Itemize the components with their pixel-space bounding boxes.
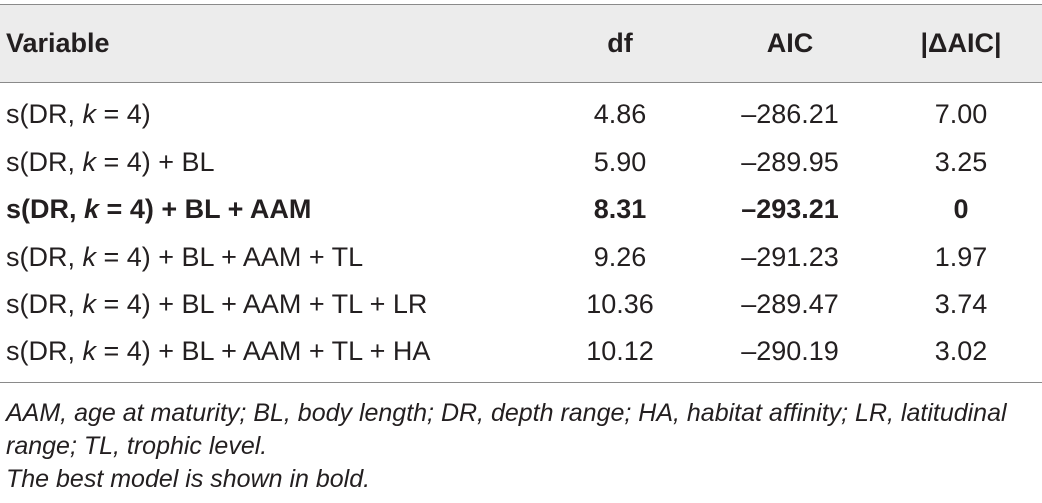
cell-variable: s(DR, k = 4) + BL + AAM <box>6 194 312 225</box>
cell-delta-aic: 3.02 <box>880 328 1042 383</box>
table-row: s(DR, k = 4) + BL + AAM + TL 9.26 –291.23 1… <box>0 234 1042 282</box>
abbreviations-note: AAM, age at maturity; BL, body length; D… <box>6 399 1007 460</box>
table-header: Variable df AIC |ΔAIC| <box>0 4 1042 83</box>
header-aic: AIC <box>700 4 880 83</box>
cell-variable: s(DR, k = 4) + BL + AAM + TL + LR <box>6 289 428 320</box>
cell-df: 4.86 <box>593 99 647 130</box>
cell-df: 9.26 <box>593 241 647 272</box>
best-model-note: The best model is shown in bold. <box>6 465 371 493</box>
cell-df: 5.90 <box>593 146 647 177</box>
model-comparison-table: Variable df AIC |ΔAIC| s(DR, k = 4) 4.86 –… <box>0 4 1042 383</box>
cell-aic: –293.21 <box>741 194 839 225</box>
cell-variable: s(DR, k = 4) + BL + AAM + TL <box>6 241 364 272</box>
header-variable: Variable <box>0 4 540 83</box>
cell-df: 10.12 <box>540 328 700 383</box>
cell-variable: s(DR, k = 4) + BL + AAM + TL + HA <box>0 328 540 383</box>
cell-delta-aic: 1.97 <box>934 241 988 272</box>
table-row: s(DR, k = 4) 4.86 –286.21 7.00 <box>0 83 1042 139</box>
table-row: s(DR, k = 4) + BL 5.90 –289.95 3.25 <box>0 139 1042 187</box>
header-row: Variable df AIC |ΔAIC| <box>0 4 1042 83</box>
table-footnote: AAM, age at maturity; BL, body length; D… <box>6 397 1036 496</box>
cell-delta-aic: 3.25 <box>934 146 988 177</box>
cell-aic: –286.21 <box>741 99 839 130</box>
table-row: s(DR, k = 4) + BL + AAM + TL + LR 10.36 –2… <box>0 281 1042 329</box>
table-row-best-model: s(DR, k = 4) + BL + AAM 8.31 –293.21 0 <box>0 186 1042 234</box>
cell-aic: –289.47 <box>741 289 839 320</box>
cell-df: 10.36 <box>586 289 654 320</box>
cell-variable: s(DR, k = 4) <box>6 99 151 130</box>
cell-delta-aic: 3.74 <box>934 289 988 320</box>
cell-df: 8.31 <box>593 194 647 225</box>
table-row: s(DR, k = 4) + BL + AAM + TL + HA 10.12 –2… <box>0 328 1042 383</box>
cell-aic: –291.23 <box>741 241 839 272</box>
cell-delta-aic: 0 <box>953 194 969 225</box>
cell-delta-aic: 7.00 <box>934 99 988 130</box>
header-delta-aic: |ΔAIC| <box>880 4 1042 83</box>
header-df: df <box>540 4 700 83</box>
table-body: s(DR, k = 4) 4.86 –286.21 7.00 s(DR, k = 4) … <box>0 83 1042 383</box>
cell-aic: –289.95 <box>741 146 839 177</box>
cell-aic: –290.19 <box>700 328 880 383</box>
cell-variable: s(DR, k = 4) + BL <box>6 146 215 177</box>
